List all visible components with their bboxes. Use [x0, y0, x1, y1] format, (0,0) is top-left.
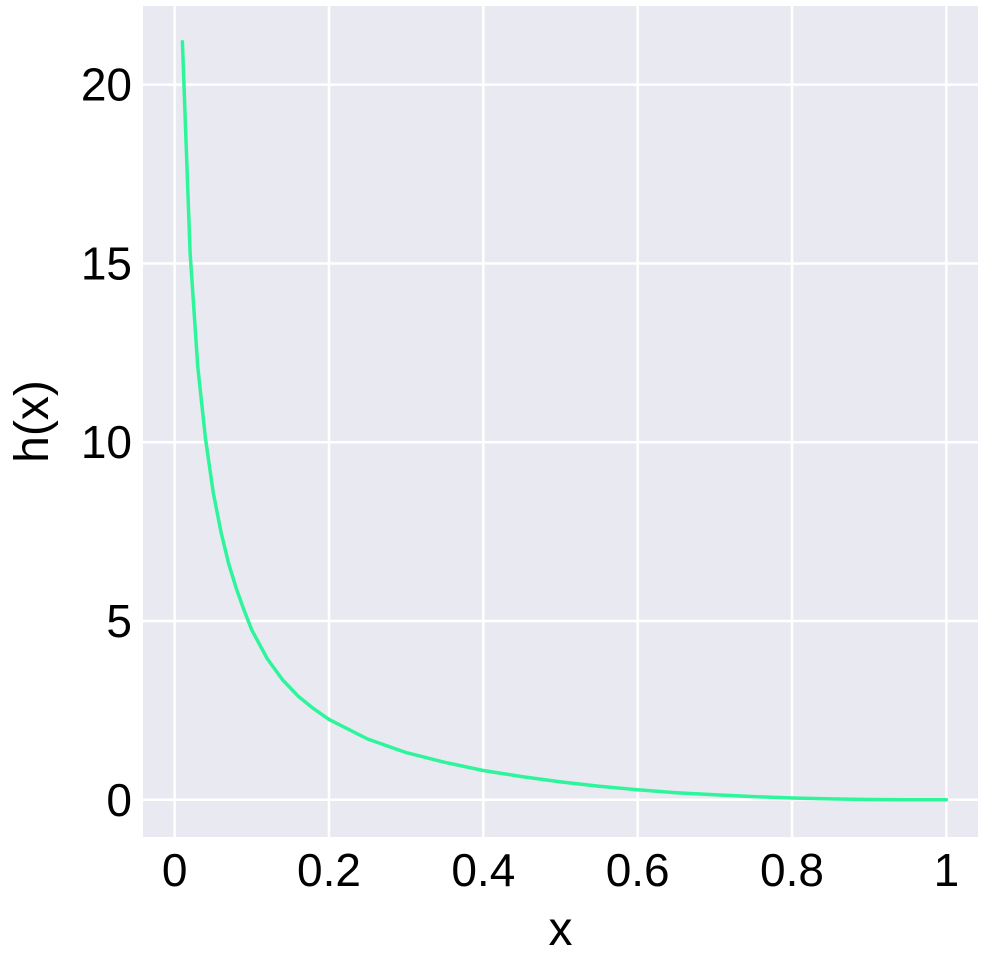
series-line — [180, 40, 949, 802]
grid-lines — [143, 6, 978, 837]
series-lines — [180, 40, 949, 802]
y-tick-label: 10 — [81, 416, 132, 468]
x-axis-title: x — [549, 903, 573, 956]
y-axis-title: h(x) — [6, 380, 59, 463]
x-tick-label: 0.6 — [606, 844, 670, 896]
x-tick-label: 0.8 — [760, 844, 824, 896]
y-tick-label: 15 — [81, 237, 132, 289]
x-tick-label: 0.2 — [297, 844, 361, 896]
x-tick-label: 0 — [162, 844, 188, 896]
y-tick-label: 5 — [106, 595, 132, 647]
y-tick-label: 0 — [106, 774, 132, 826]
x-tick-label: 0.4 — [451, 844, 515, 896]
plot-background — [143, 6, 978, 837]
y-tick-label: 20 — [81, 59, 132, 111]
x-tick-label: 1 — [934, 844, 960, 896]
